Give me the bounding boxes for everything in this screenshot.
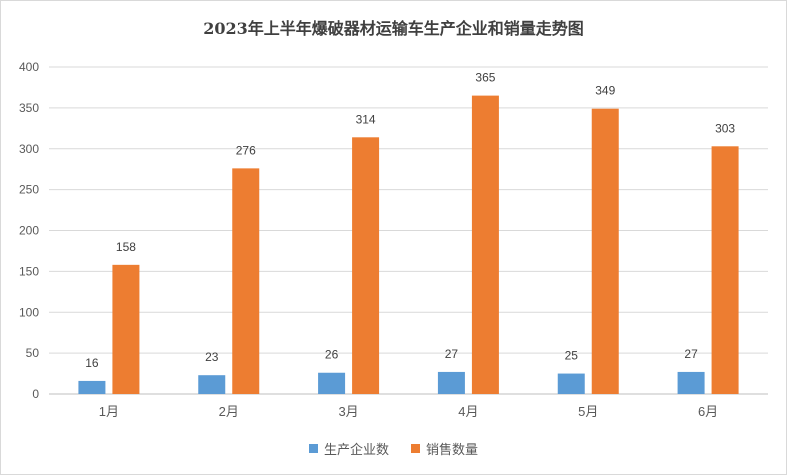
data-label: 23 xyxy=(205,350,219,364)
bar-sales xyxy=(711,146,739,394)
bar-enterprises xyxy=(437,371,465,394)
x-tick-label: 2月 xyxy=(219,404,239,419)
y-tick-label: 300 xyxy=(19,142,39,156)
y-tick-label: 350 xyxy=(19,101,39,115)
bar-sales xyxy=(112,264,140,394)
data-label: 303 xyxy=(715,121,735,135)
data-label: 16 xyxy=(85,356,99,370)
legend-item-enterprises: 生产企业数 xyxy=(308,439,389,458)
data-label: 349 xyxy=(595,84,615,98)
data-label: 26 xyxy=(325,348,339,362)
x-tick-label: 1月 xyxy=(99,404,119,419)
y-tick-label: 250 xyxy=(19,183,39,197)
legend-label-enterprises: 生产企业数 xyxy=(323,443,389,458)
y-tick-label: 100 xyxy=(19,305,39,319)
x-tick-label: 4月 xyxy=(458,404,478,419)
data-label: 276 xyxy=(236,143,256,157)
y-tick-label: 400 xyxy=(19,60,39,74)
bar-sales xyxy=(591,108,619,394)
data-label: 27 xyxy=(445,347,459,361)
y-tick-label: 200 xyxy=(19,224,39,238)
data-label: 365 xyxy=(475,71,495,85)
bar-enterprises xyxy=(318,372,346,394)
data-label: 25 xyxy=(565,349,579,363)
bar-enterprises xyxy=(677,371,705,394)
y-tick-label: 150 xyxy=(19,264,39,278)
x-tick-label: 5月 xyxy=(578,404,598,419)
y-tick-label: 0 xyxy=(32,387,39,401)
x-tick-label: 6月 xyxy=(698,404,718,419)
bar-enterprises xyxy=(78,380,106,394)
bar-sales xyxy=(232,168,260,394)
legend-swatch-enterprises xyxy=(308,444,318,453)
legend-swatch-sales xyxy=(411,444,420,453)
x-tick-label: 3月 xyxy=(338,404,358,419)
chart-title: 2023年上半年爆破器材运输车生产企业和销量走势图 xyxy=(203,19,584,38)
chart-legend: 生产企业数 销售数量 xyxy=(1,439,786,458)
data-label: 314 xyxy=(356,112,376,126)
bar-sales xyxy=(352,137,380,394)
bar-sales xyxy=(471,95,499,395)
data-label: 27 xyxy=(684,347,698,361)
legend-item-sales: 销售数量 xyxy=(411,439,478,458)
data-label: 158 xyxy=(116,240,136,254)
legend-label-sales: 销售数量 xyxy=(426,443,479,458)
y-tick-label: 50 xyxy=(26,346,40,360)
bar-enterprises xyxy=(557,373,585,394)
bar-enterprises xyxy=(198,375,226,394)
